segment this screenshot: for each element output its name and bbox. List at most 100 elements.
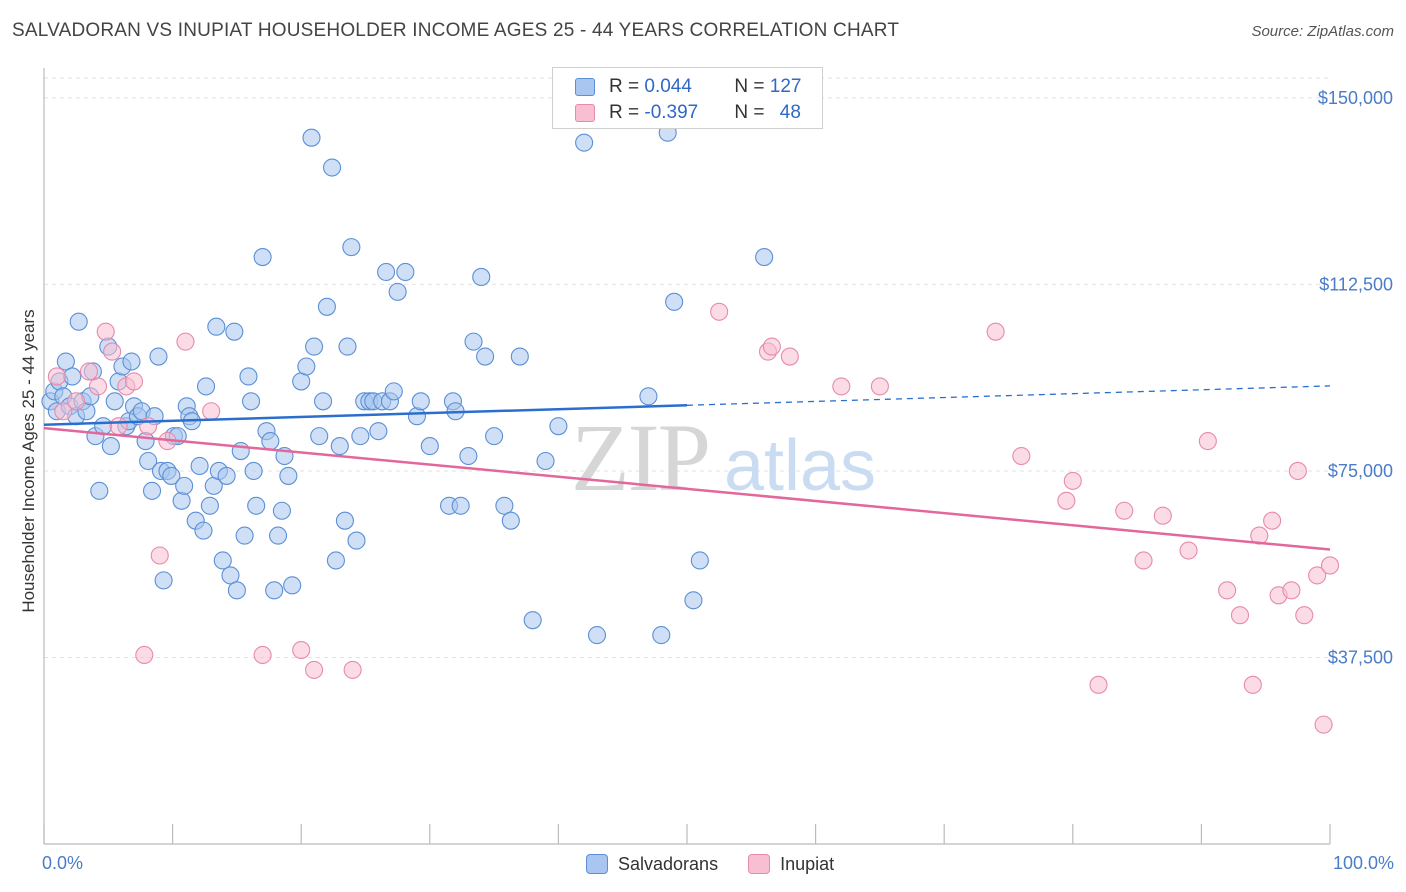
data-point	[105, 392, 124, 411]
n-value: 127	[769, 76, 802, 97]
data-point	[200, 496, 219, 515]
data-point	[1295, 606, 1314, 625]
data-point	[253, 248, 272, 267]
data-point	[411, 392, 430, 411]
data-point	[485, 427, 504, 446]
data-point	[501, 511, 520, 530]
data-point	[136, 432, 155, 451]
data-point	[63, 367, 82, 386]
data-point	[69, 312, 88, 331]
data-point	[762, 337, 781, 356]
data-point	[459, 446, 478, 466]
data-point	[172, 491, 191, 510]
data-point	[536, 451, 555, 471]
data-point	[755, 248, 774, 267]
data-point	[1198, 432, 1217, 451]
data-point	[47, 367, 66, 386]
data-point	[241, 392, 261, 411]
data-point	[347, 531, 366, 550]
data-point	[870, 377, 889, 396]
x-tick-label: 0.0%	[42, 853, 83, 873]
data-point	[1179, 541, 1198, 560]
data-point	[684, 591, 703, 610]
data-point	[1308, 566, 1327, 585]
data-point	[1263, 511, 1282, 530]
salvadorans-swatch	[575, 78, 595, 96]
data-point	[323, 158, 342, 177]
data-point	[472, 267, 491, 287]
r-label: R =	[609, 102, 645, 123]
watermark-zip: ZIP	[571, 404, 709, 511]
inupiat-swatch	[575, 104, 595, 122]
data-point	[326, 551, 345, 570]
legend-label-inupiat: Inupiat	[780, 853, 835, 874]
data-point	[207, 317, 226, 336]
legend-label-salvadorans: Salvadorans	[618, 853, 719, 874]
data-point	[305, 337, 324, 356]
data-point	[175, 476, 194, 495]
data-point	[523, 611, 542, 630]
data-point	[1230, 606, 1250, 625]
data-point	[103, 342, 122, 361]
n-label: N =	[734, 76, 770, 97]
data-point	[142, 481, 162, 500]
data-point	[194, 521, 213, 540]
watermark-atlas: atlas	[724, 426, 876, 506]
data-point	[67, 392, 86, 411]
data-point	[832, 377, 851, 396]
data-point	[343, 660, 362, 679]
y-tick-label: $37,500	[1328, 647, 1393, 667]
trend-lines	[43, 385, 1331, 551]
data-point	[202, 402, 221, 421]
data-point	[135, 645, 154, 665]
data-point	[1057, 491, 1076, 510]
data-point	[342, 238, 361, 257]
data-point	[986, 322, 1005, 341]
data-point	[162, 466, 181, 485]
source-label: Source: ZipAtlas.com	[1251, 23, 1394, 40]
data-point	[575, 133, 594, 152]
data-point	[269, 526, 288, 545]
legend-item-inupiat[interactable]: Inupiat	[748, 854, 834, 875]
data-point	[101, 437, 120, 456]
data-point	[297, 357, 316, 376]
r-value: -0.397	[644, 102, 699, 123]
data-point	[227, 581, 246, 600]
data-point	[1282, 581, 1301, 600]
data-point	[388, 282, 407, 301]
data-point	[476, 347, 495, 366]
data-point	[1115, 501, 1134, 520]
data-point	[351, 427, 370, 446]
axes	[43, 68, 1331, 845]
data-point	[79, 362, 99, 381]
data-point	[122, 352, 141, 371]
x-tick-label: 100.0%	[1333, 853, 1394, 873]
data-point	[464, 332, 483, 351]
data-point	[780, 347, 799, 366]
legend-item-salvadorans[interactable]: Salvadorans	[586, 854, 718, 875]
stats-row-salvadorans: R = 0.044 N = 127	[575, 75, 801, 99]
r-label: R =	[609, 76, 645, 97]
data-point	[292, 640, 311, 660]
data-point	[88, 377, 108, 396]
trend-line-inupiat	[43, 426, 1331, 551]
data-point	[176, 332, 195, 351]
data-point	[235, 526, 254, 545]
data-point	[1218, 581, 1237, 600]
stats-row-inupiat: R = -0.397 N = 48	[575, 101, 801, 125]
data-point	[317, 297, 336, 316]
data-point	[96, 322, 115, 341]
data-point	[139, 451, 158, 471]
y-tick-label: $75,000	[1328, 461, 1393, 481]
data-point	[495, 496, 514, 515]
data-point	[265, 581, 284, 600]
data-point	[1314, 715, 1333, 734]
data-point	[665, 292, 684, 311]
n-label: N =	[734, 102, 770, 123]
data-point	[213, 551, 232, 570]
data-point	[196, 377, 216, 396]
data-point	[190, 456, 209, 476]
data-point	[217, 466, 236, 485]
data-point	[90, 481, 109, 500]
data-point	[369, 422, 388, 441]
